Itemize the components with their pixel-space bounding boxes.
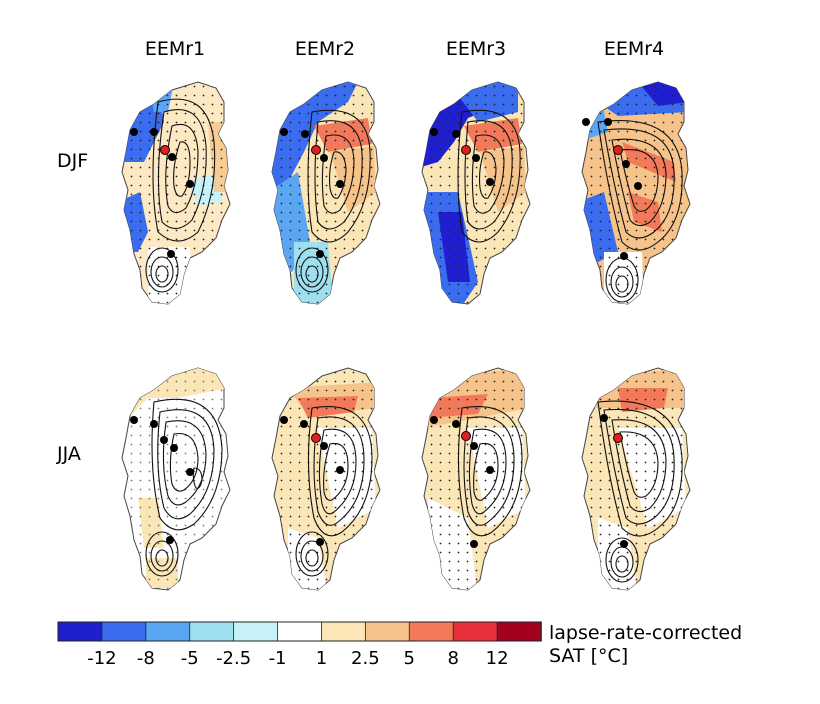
map-jja-eemr1 xyxy=(121,367,231,591)
colorbar-tick-label: 12 xyxy=(486,648,509,669)
col-title-1: EEMr1 xyxy=(145,38,205,60)
colorbar-bin-1 xyxy=(57,621,103,642)
colorbar-tick-label: 1 xyxy=(316,648,327,669)
colorbar-bin-4 xyxy=(189,621,235,642)
colorbar-tick-label: -1 xyxy=(269,648,287,669)
colorbar-tick-label: -12 xyxy=(87,648,116,669)
colorbar-label-line2: SAT [°C] xyxy=(549,645,628,667)
colorbar-ticks: -12 -8 -5 -2.5 -1 1 2.5 5 8 12 xyxy=(87,648,508,669)
colorbar-bin-6 xyxy=(277,621,323,642)
colorbar-tick-label: 2.5 xyxy=(351,648,380,669)
colorbar-tick-label: -8 xyxy=(137,648,155,669)
colorbar-label-line1: lapse-rate-corrected xyxy=(549,622,742,644)
colorbar-bin-2 xyxy=(101,621,147,642)
map-djf-eemr3 xyxy=(421,81,531,305)
colorbar-tick-label: -5 xyxy=(181,648,199,669)
colorbar-bin-8 xyxy=(364,621,411,642)
row-label-jja: JJA xyxy=(56,443,81,465)
row-label-djf: DJF xyxy=(57,150,88,172)
colorbar-tick-label: -2.5 xyxy=(216,648,251,669)
map-djf-eemr2 xyxy=(271,81,381,305)
colorbar-bin-11 xyxy=(496,621,542,642)
col-title-2: EEMr2 xyxy=(295,38,355,60)
colorbar-tick-label: 8 xyxy=(447,648,458,669)
map-djf-eemr4 xyxy=(581,81,691,305)
col-title-4: EEMr4 xyxy=(604,38,664,60)
map-jja-eemr4 xyxy=(581,367,691,591)
colorbar-bin-10 xyxy=(452,621,498,642)
map-jja-eemr3 xyxy=(421,367,531,591)
colorbar-bin-9 xyxy=(408,621,454,642)
map-djf-eemr1 xyxy=(121,81,231,305)
colorbar-bin-3 xyxy=(145,621,191,642)
colorbar-bin-5 xyxy=(233,621,279,642)
colorbar-bins xyxy=(57,621,542,642)
column-titles: EEMr1 EEMr2 EEMr3 EEMr4 xyxy=(145,38,664,60)
colorbar-frame xyxy=(57,621,542,642)
colorbar-bin-7 xyxy=(321,621,367,642)
colorbar: -12 -8 -5 -2.5 -1 1 2.5 5 8 12 lapse-rate-correct… xyxy=(57,621,742,669)
map-jja-eemr2 xyxy=(271,367,381,591)
colorbar-tick-label: 5 xyxy=(404,648,415,669)
col-title-3: EEMr3 xyxy=(446,38,506,60)
row-labels: DJF JJA xyxy=(56,150,88,465)
